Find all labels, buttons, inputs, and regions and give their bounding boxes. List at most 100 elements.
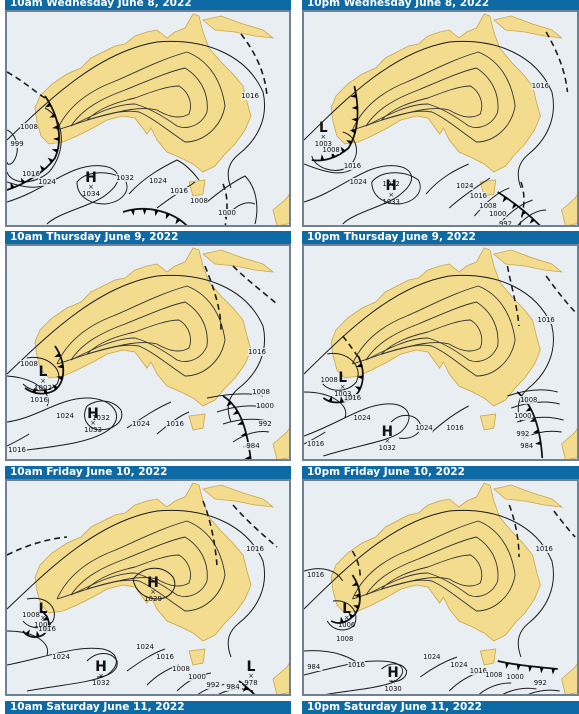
svg-text:L: L (39, 364, 48, 380)
isobar-line (7, 40, 265, 189)
isobar-label: 1008 (520, 396, 537, 404)
isobar-line (86, 653, 118, 678)
isobar-label: 1032 (116, 174, 134, 182)
isobar-label: 1024 (456, 182, 473, 190)
isobar-label: 992 (206, 681, 219, 689)
isobar-label: 1016 (538, 316, 555, 324)
trough-line (508, 504, 520, 558)
isobar-label: 1016 (248, 348, 266, 356)
svg-text:978: 978 (244, 679, 257, 687)
isobar-label: 1016 (166, 420, 184, 428)
isobar-label: 1016 (22, 170, 40, 178)
isobar-line (425, 163, 469, 195)
isobar-line (304, 431, 326, 445)
isobar-line (7, 129, 18, 165)
high-pressure-centre: H×1029 (144, 575, 162, 603)
new-zealand-landmass (272, 662, 289, 694)
svg-text:×: × (384, 437, 390, 445)
isobar-line (232, 431, 270, 443)
svg-text:1003: 1003 (315, 140, 332, 148)
isobar-label: 1000 (256, 402, 274, 410)
svg-text:L: L (319, 120, 328, 136)
svg-text:1003: 1003 (334, 390, 351, 398)
new-zealand-landmass (272, 193, 289, 225)
isobar-label: 1008 (20, 123, 38, 131)
isobar-line (528, 689, 560, 694)
isobar-label: 1008 (321, 376, 338, 384)
isobar-line (7, 274, 265, 423)
new-guinea-landmass (202, 249, 275, 273)
footer-label-right: 10pm Saturday June 11, 2022 (302, 701, 579, 714)
isobar-label: 1008 (190, 197, 208, 205)
map-title-p3: 10pm Thursday June 9, 2022 (302, 231, 579, 244)
isobar-label: 1016 (348, 661, 365, 669)
isobar-label: 1016 (156, 653, 174, 661)
isobar-label: 1016 (344, 394, 361, 402)
trough-line (232, 504, 278, 548)
svg-text:×: × (40, 377, 46, 385)
svg-text:L: L (39, 601, 48, 617)
isobar-label: 1024 (136, 643, 154, 651)
isobar-label: 992 (534, 679, 547, 687)
isobar-line (128, 159, 200, 195)
isobar-label: 1016 (307, 571, 324, 579)
isobar-label: 1008 (252, 388, 270, 396)
trough-line (342, 335, 361, 361)
australia-landmass (330, 247, 541, 407)
isobar-label: 1024 (423, 653, 440, 661)
trough-line (232, 265, 278, 305)
trough-line (7, 536, 68, 556)
svg-text:×: × (90, 419, 96, 427)
tasmania-landmass (479, 648, 497, 666)
isobar-line (431, 405, 469, 433)
isobar-line (126, 401, 172, 429)
svg-text:H: H (85, 170, 97, 186)
isobar-label: 1024 (149, 177, 167, 185)
svg-text:1032: 1032 (92, 679, 110, 687)
isobar-line (76, 172, 128, 205)
low-pressure-centre: L×1002 (34, 601, 52, 629)
isobar-label: 1032 (92, 414, 110, 422)
isobar-label: 1000 (507, 673, 524, 681)
svg-text:×: × (388, 191, 394, 199)
isobar-label: 1016 (532, 82, 549, 90)
isobar-line (132, 567, 176, 600)
low-pressure-centre: L×1002 (34, 364, 52, 392)
svg-text:×: × (40, 614, 46, 622)
svg-text:H: H (385, 178, 396, 194)
footer-label-left: 10am Saturday June 11, 2022 (5, 701, 291, 714)
isobar-line (126, 648, 166, 672)
high-pressure-centre: H×1033 (383, 178, 400, 206)
isobar-line (448, 177, 491, 209)
australia-landmass (330, 482, 541, 642)
tasmania-landmass (479, 413, 497, 431)
svg-text:×: × (344, 614, 350, 622)
svg-text:×: × (321, 133, 327, 141)
map-title-p1: 10pm Wednesday June 8, 2022 (302, 0, 579, 10)
isobar-line (507, 389, 558, 397)
trough-line (519, 181, 525, 225)
isobar-label: 999 (10, 140, 23, 148)
isobar-label: 1016 (344, 162, 361, 170)
isobar-line (84, 400, 123, 431)
isobar-label: 1016 (241, 92, 259, 100)
low-pressure-centre: L×1003 (315, 120, 332, 148)
trough-line (240, 33, 268, 97)
isobar-label: 1000 (514, 412, 531, 420)
isobar-line (502, 687, 537, 694)
synoptic-chart-p1: 1016 1008 1016 1024 1032 1024 1016 1008 1000 992 L… (302, 10, 579, 227)
isobar-line (7, 630, 49, 656)
isobar-line (22, 597, 55, 629)
high-pressure-centre: H×1032 (92, 659, 110, 687)
australia-landmass (34, 13, 252, 173)
svg-text:1032: 1032 (379, 444, 396, 452)
trough-line (553, 510, 576, 538)
high-pressure-centre: H×1030 (384, 665, 401, 693)
synoptic-chart-p5: 1016 1016 1008 1016 1024 1024 1016 1008 1000 992 9… (302, 479, 579, 696)
tasmania-landmass (188, 648, 206, 666)
isobar-label: 992 (499, 220, 512, 225)
isobar-line (304, 509, 554, 658)
